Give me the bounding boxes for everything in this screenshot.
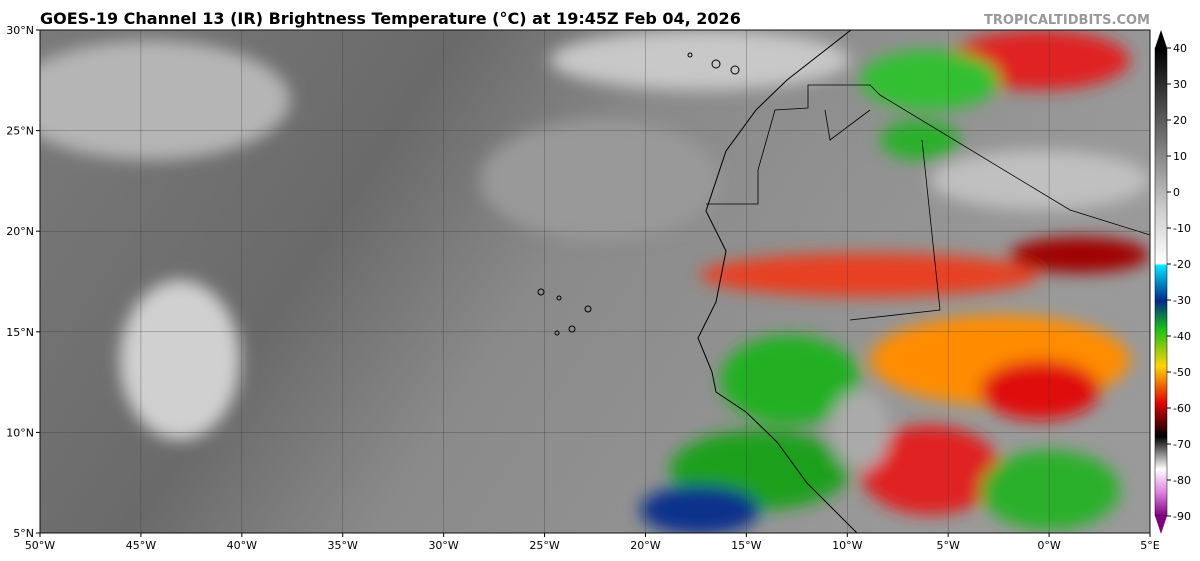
colorbar-tick-label: -30 xyxy=(1173,294,1191,307)
lon-tick-label: 15°W xyxy=(731,539,761,552)
colorbar-tick-label: 30 xyxy=(1173,78,1187,91)
colorbar-extend-bottom xyxy=(1155,516,1167,534)
colorbar-tick-label: 10 xyxy=(1173,150,1187,163)
colorbar-tick-label: -80 xyxy=(1173,474,1191,487)
lon-tick-label: 50°W xyxy=(25,539,55,552)
colorbar-tick-label: 20 xyxy=(1173,114,1187,127)
lat-tick-label: 15°N xyxy=(6,326,34,339)
colorbar-tick-label: -10 xyxy=(1173,222,1191,235)
colorbar-tick-label: -60 xyxy=(1173,402,1191,415)
colorbar-tick-label: -50 xyxy=(1173,366,1191,379)
imagery xyxy=(40,30,1150,533)
colorbar-tick-label: 0 xyxy=(1173,186,1180,199)
lon-tick-label: 30°W xyxy=(428,539,458,552)
colorbar-tick-label: 40 xyxy=(1173,42,1187,55)
colorbar-tick-label: -70 xyxy=(1173,438,1191,451)
lon-tick-label: 0°W xyxy=(1037,539,1060,552)
title: GOES-19 Channel 13 (IR) Brightness Tempe… xyxy=(40,9,741,28)
lat-tick-label: 10°N xyxy=(6,426,34,439)
lon-tick-label: 10°W xyxy=(832,539,862,552)
colorbar-tick-label: -40 xyxy=(1173,330,1191,343)
lon-tick-label: 5°E xyxy=(1140,539,1159,552)
lon-tick-label: 5°W xyxy=(936,539,959,552)
lat-tick-label: 25°N xyxy=(6,125,34,138)
colorbar xyxy=(1154,47,1168,517)
lon-tick-label: 20°W xyxy=(630,539,660,552)
lon-tick-label: 45°W xyxy=(126,539,156,552)
lat-tick-label: 30°N xyxy=(6,24,34,37)
lat-tick-label: 20°N xyxy=(6,225,34,238)
lon-tick-label: 35°W xyxy=(328,539,358,552)
colorbar-tick-label: -20 xyxy=(1173,258,1191,271)
lon-tick-label: 40°W xyxy=(227,539,257,552)
watermark: TROPICALTIDBITS.COM xyxy=(984,13,1150,28)
colorbar-extend-top xyxy=(1155,30,1167,48)
colorbar-tick-label: -90 xyxy=(1173,510,1191,523)
lon-tick-label: 25°W xyxy=(529,539,559,552)
lat-tick-label: 5°N xyxy=(13,527,34,540)
